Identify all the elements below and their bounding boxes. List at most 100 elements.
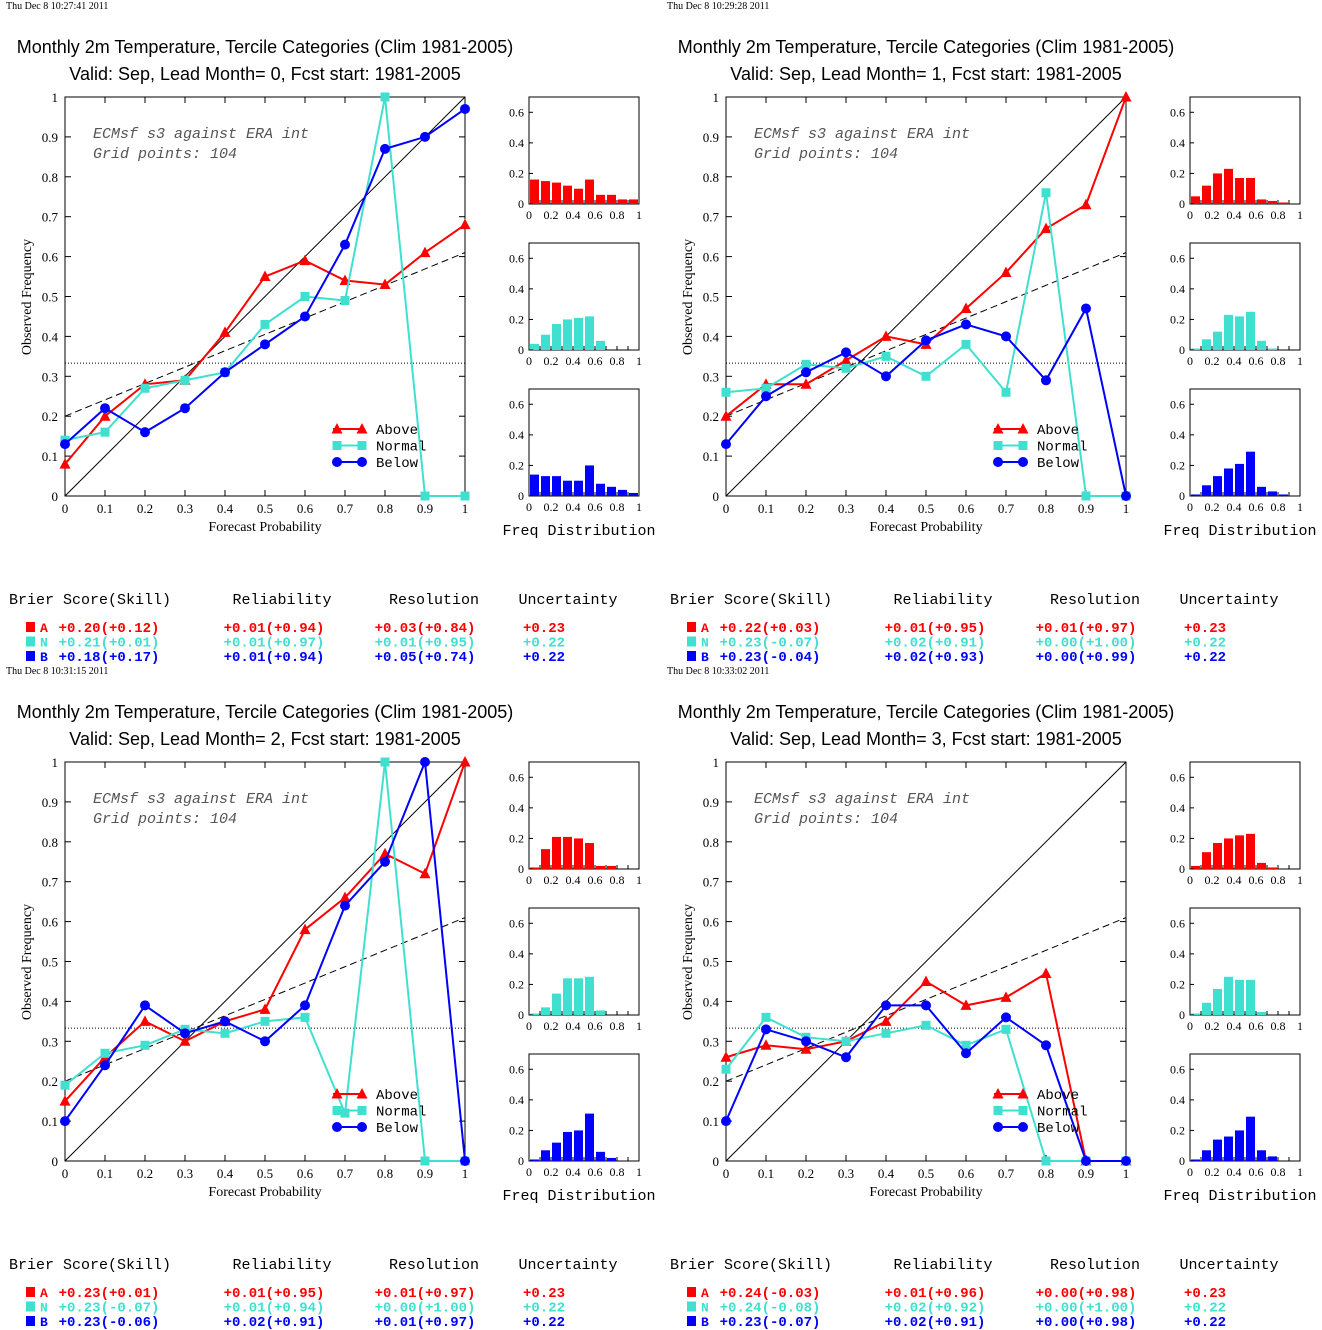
y-tick-label: 0.2 [703,1074,719,1089]
legend-marker-above [1017,423,1029,434]
point-below [180,403,190,414]
score-value-normal: +0.00(+1.00) [1036,636,1137,652]
hist-x-tick-label: 0 [526,354,532,368]
legend-marker-above [992,423,1004,434]
score-letter-below: B [701,1315,709,1330]
hist-bar-below [1191,1159,1200,1161]
hist-x-tick-label: 0 [1187,1165,1193,1179]
x-tick-label: 0.7 [998,501,1015,516]
hist-y-tick-label: 0.6 [1170,1062,1185,1076]
hist-bar-below [596,483,605,496]
hist-x-tick-label: 0.8 [610,1165,625,1179]
point-normal [961,339,971,349]
point-below [961,1048,971,1059]
hist-bar-normal [563,319,572,350]
point-normal [140,1040,150,1050]
perfect-reliability-line [725,96,1127,497]
score-value-below: +0.18(+0.17) [59,650,160,666]
hist-bar-below [1279,494,1288,496]
hist-bar-normal [585,316,594,350]
hist-x-tick-label: 0 [1187,873,1193,887]
hist-x-tick-label: 0.6 [1249,1019,1264,1033]
x-tick-label: 0.4 [878,1166,895,1181]
point-normal [260,319,270,329]
hist-x-tick-label: 0.8 [610,354,625,368]
point-above [259,270,271,282]
hist-bar-normal [1235,316,1244,350]
score-value-above: +0.23 [523,621,565,637]
hist-x-tick-label: 0.2 [1205,1165,1220,1179]
score-swatch-above [26,1287,35,1297]
hist-bar-above [1268,867,1277,869]
hist-bar-above [1257,199,1266,204]
hist-x-tick-label: 0.2 [544,354,559,368]
hist-bar-above [1246,833,1255,869]
point-below [1121,491,1131,501]
timestamp: Thu Dec 8 10:27:41 2011 [6,1,108,12]
no-skill-line [64,917,466,1082]
point-below [1081,303,1091,314]
point-normal [721,1064,731,1074]
x-tick-label: 0.2 [137,1166,153,1181]
hist-bar-below [530,1159,539,1161]
y-tick-label: 0.5 [703,955,719,970]
point-below [460,1156,470,1166]
hist-x-tick-label: 0.6 [1249,1165,1264,1179]
hist-y-tick-label: 0.2 [509,977,524,991]
hist-bar-below [607,486,616,496]
hist-x-tick-label: 0.2 [1205,873,1220,887]
x-tick-label: 0.1 [97,501,113,516]
point-normal [921,371,931,381]
point-below [260,339,270,350]
x-tick-label: 0.7 [998,1166,1015,1181]
legend-label-above: Above [376,1088,418,1104]
hist-y-tick-label: 0 [1179,1008,1185,1022]
legend-marker-below [993,1122,1003,1132]
hist-x-tick-label: 0.2 [544,208,559,222]
hist-x-tick-label: 0 [1187,500,1193,514]
hist-bar-below [541,1150,550,1161]
legend-label-normal: Normal [376,1105,426,1121]
score-value-above: +0.00(+0.98) [1036,1286,1137,1302]
reliability-panel-lead-0: Thu Dec 8 10:27:41 2011 Monthly 2m Temper… [0,0,661,666]
score-header: Brier Score(Skill) [670,592,832,609]
hist-bar-above [1213,173,1222,204]
hist-y-tick-label: 0.6 [509,1062,524,1076]
point-below [140,1000,150,1011]
point-normal [921,1020,931,1030]
hist-bar-normal [552,324,561,350]
hist-y-tick-label: 0.4 [509,428,524,442]
point-normal [340,1108,350,1118]
perfect-reliability-line [725,761,1127,1162]
hist-y-tick-label: 0.4 [509,282,524,296]
x-tick-label: 0.3 [838,1166,854,1181]
point-below [460,103,470,114]
point-above [920,975,932,986]
legend-marker-below [332,1122,342,1132]
grid-note: Grid points: 104 [754,146,898,163]
hist-bar-above [1224,838,1233,869]
point-below [1041,375,1051,386]
hist-x-tick-label: 1 [636,1019,642,1033]
y-tick-label: 0 [713,489,720,504]
hist-bar-below [596,1151,605,1161]
y-tick-label: 0.8 [703,170,719,185]
legend-label-normal: Normal [1037,440,1087,456]
y-tick-label: 0.4 [42,329,59,344]
x-tick-label: 0.1 [758,1166,774,1181]
score-value-above: +0.01(+0.94) [224,621,325,637]
hist-bar-above [618,199,627,204]
x-tick-label: 0.5 [918,501,934,516]
hist-x-tick-label: 0 [1187,1019,1193,1033]
x-tick-label: 0.5 [257,1166,273,1181]
point-above [59,458,71,469]
hist-bar-below [563,480,572,496]
hist-bar-normal [530,343,539,350]
x-tick-label: 0.8 [377,1166,393,1181]
point-normal [300,1012,310,1022]
y-tick-label: 0.4 [42,994,59,1009]
y-tick-label: 1 [713,755,720,770]
score-value-below: +0.22 [523,650,565,666]
hist-y-tick-label: 0.4 [509,136,524,150]
point-above [59,1095,71,1106]
